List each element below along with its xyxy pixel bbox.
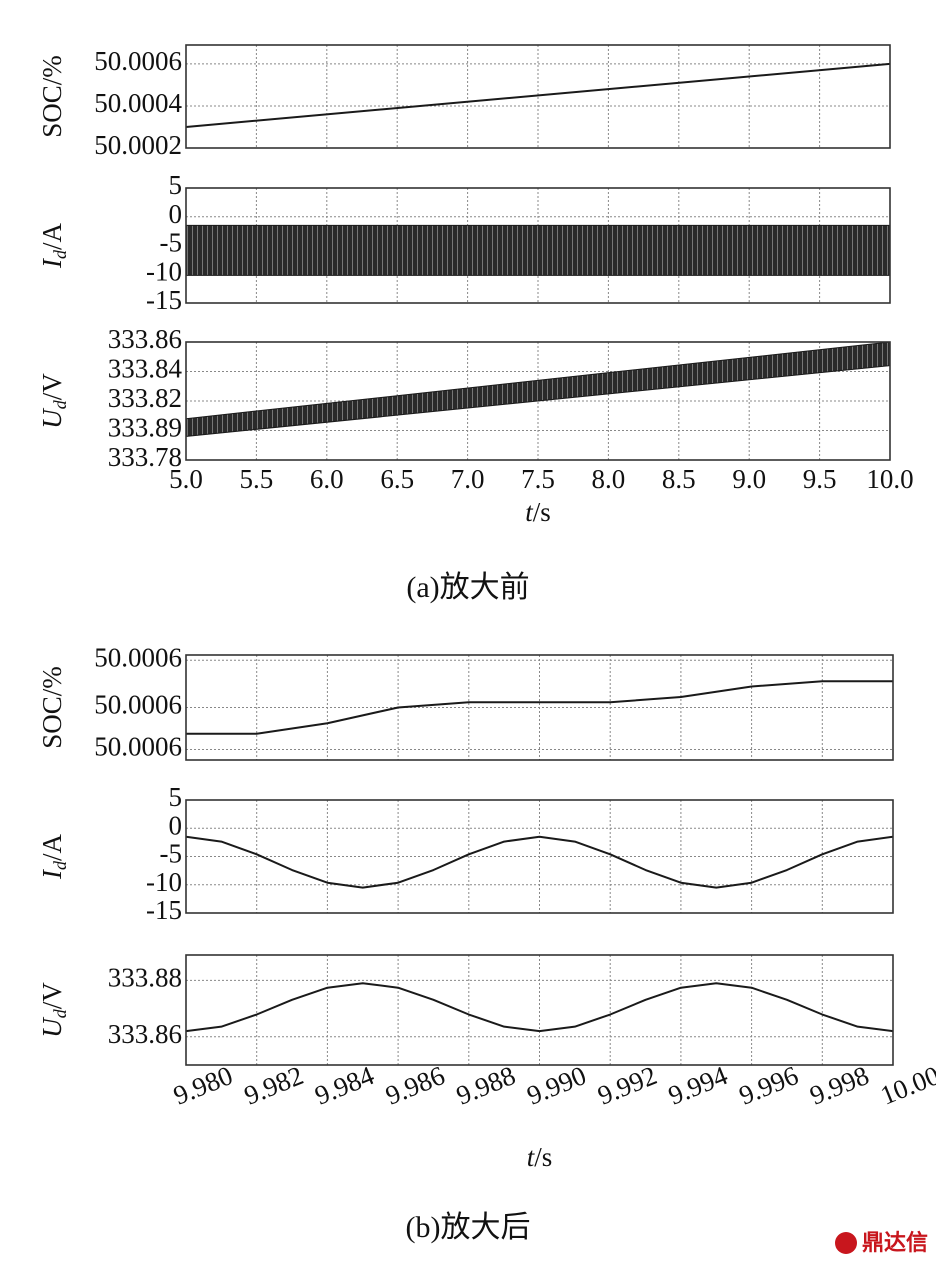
axis-unit: /s [533,497,551,527]
x-tick-label: 7.0 [451,464,485,494]
y-tick-label: 0 [169,199,183,229]
y-tick-label: 50.0006 [94,732,182,762]
caption: (a)放大前 [406,571,529,604]
x-tick-label: 9.980 [169,1060,237,1111]
data-line [185,982,894,1033]
y-tick-label: 50.0006 [94,690,182,720]
data-line [186,680,893,735]
watermark-icon [835,1232,857,1254]
axis-subscript: d [50,860,70,870]
axis-symbol: U [37,1017,67,1038]
x-tick-label: 5.5 [240,464,274,494]
x-tick-label: 9.5 [803,464,837,494]
axis-unit: /A [37,833,67,861]
y-tick-label: -5 [160,839,183,869]
x-tick-label: 9.986 [381,1060,449,1111]
y-tick-label: -15 [146,895,182,925]
y-tick-label: 50.0002 [94,130,182,160]
plot-frame [185,654,894,761]
oscillation-band [185,224,891,276]
x-tick-label: 9.996 [735,1060,803,1111]
y-tick-label: -15 [146,285,182,315]
y-tick-label: 333.88 [108,963,182,993]
x-tick-label: 10.00 [876,1060,936,1111]
x-tick-label: 9.990 [523,1060,591,1111]
y-tick-label: 333.82 [108,383,182,413]
y-tick-label: 333.86 [108,324,182,354]
axis-symbol: t [525,497,534,527]
y-tick-label: 333.78 [108,442,182,472]
data-line [185,62,891,128]
y-tick-label: 0 [169,810,183,840]
x-tick-label: 10.0 [866,464,913,494]
x-tick-label: 7.5 [521,464,555,494]
watermark: 鼎达信 [862,1230,928,1256]
plot-frame [185,187,891,304]
x-tick-label: 9.982 [240,1060,308,1111]
x-tick-label: 9.988 [452,1060,520,1111]
x-tick-label: 5.0 [169,464,203,494]
y-axis-label: SOC/% [37,666,67,749]
axis-symbol: I [37,868,67,880]
y-axis-label: SOC/% [37,55,67,138]
plot-frame [185,44,891,149]
x-tick-label: 6.0 [310,464,344,494]
y-tick-label: 5 [169,170,183,200]
x-tick-label: 9.998 [805,1060,873,1111]
axis-unit: /A [37,222,67,250]
axis-symbol: I [37,257,67,269]
y-tick-label: -10 [146,256,182,286]
y-tick-label: 50.0006 [94,642,182,672]
axis-unit: /s [534,1142,552,1172]
x-axis-label: t/s [525,497,551,527]
axis-symbol: U [37,408,67,429]
y-axis-label: Ud/V [37,373,70,429]
y-tick-label: -10 [146,867,182,897]
caption: (b)放大后 [406,1211,531,1244]
axis-unit: /V [37,373,67,401]
data-line [185,835,894,889]
x-tick-label: 8.0 [592,464,626,494]
axis-subscript: d [50,1008,70,1018]
y-axis-label: Ud/V [37,982,70,1038]
x-tick-label: 6.5 [380,464,414,494]
plot-frame [185,799,894,914]
y-axis-label: Id/A [37,222,70,269]
axis-unit: /V [37,982,67,1010]
y-axis-label: Id/A [37,833,70,880]
y-tick-label: 333.86 [108,1019,182,1049]
x-tick-label: 9.994 [664,1060,732,1111]
plot-frame [185,954,894,1066]
axis-subscript: d [50,399,70,409]
y-tick-label: 50.0004 [94,88,182,118]
y-tick-label: 333.84 [108,354,183,384]
x-tick-label: 9.984 [311,1060,379,1111]
y-tick-label: 5 [169,782,183,812]
x-axis-label: t/s [527,1142,553,1172]
y-tick-label: 50.0006 [94,46,182,76]
x-tick-label: 9.0 [732,464,766,494]
x-tick-label: 8.5 [662,464,696,494]
y-tick-label: -5 [160,228,183,258]
axis-subscript: d [50,249,70,259]
x-tick-label: 9.992 [593,1060,661,1111]
y-tick-label: 333.89 [108,413,182,443]
axis-symbol: t [527,1142,536,1172]
plot-frame [185,341,891,461]
